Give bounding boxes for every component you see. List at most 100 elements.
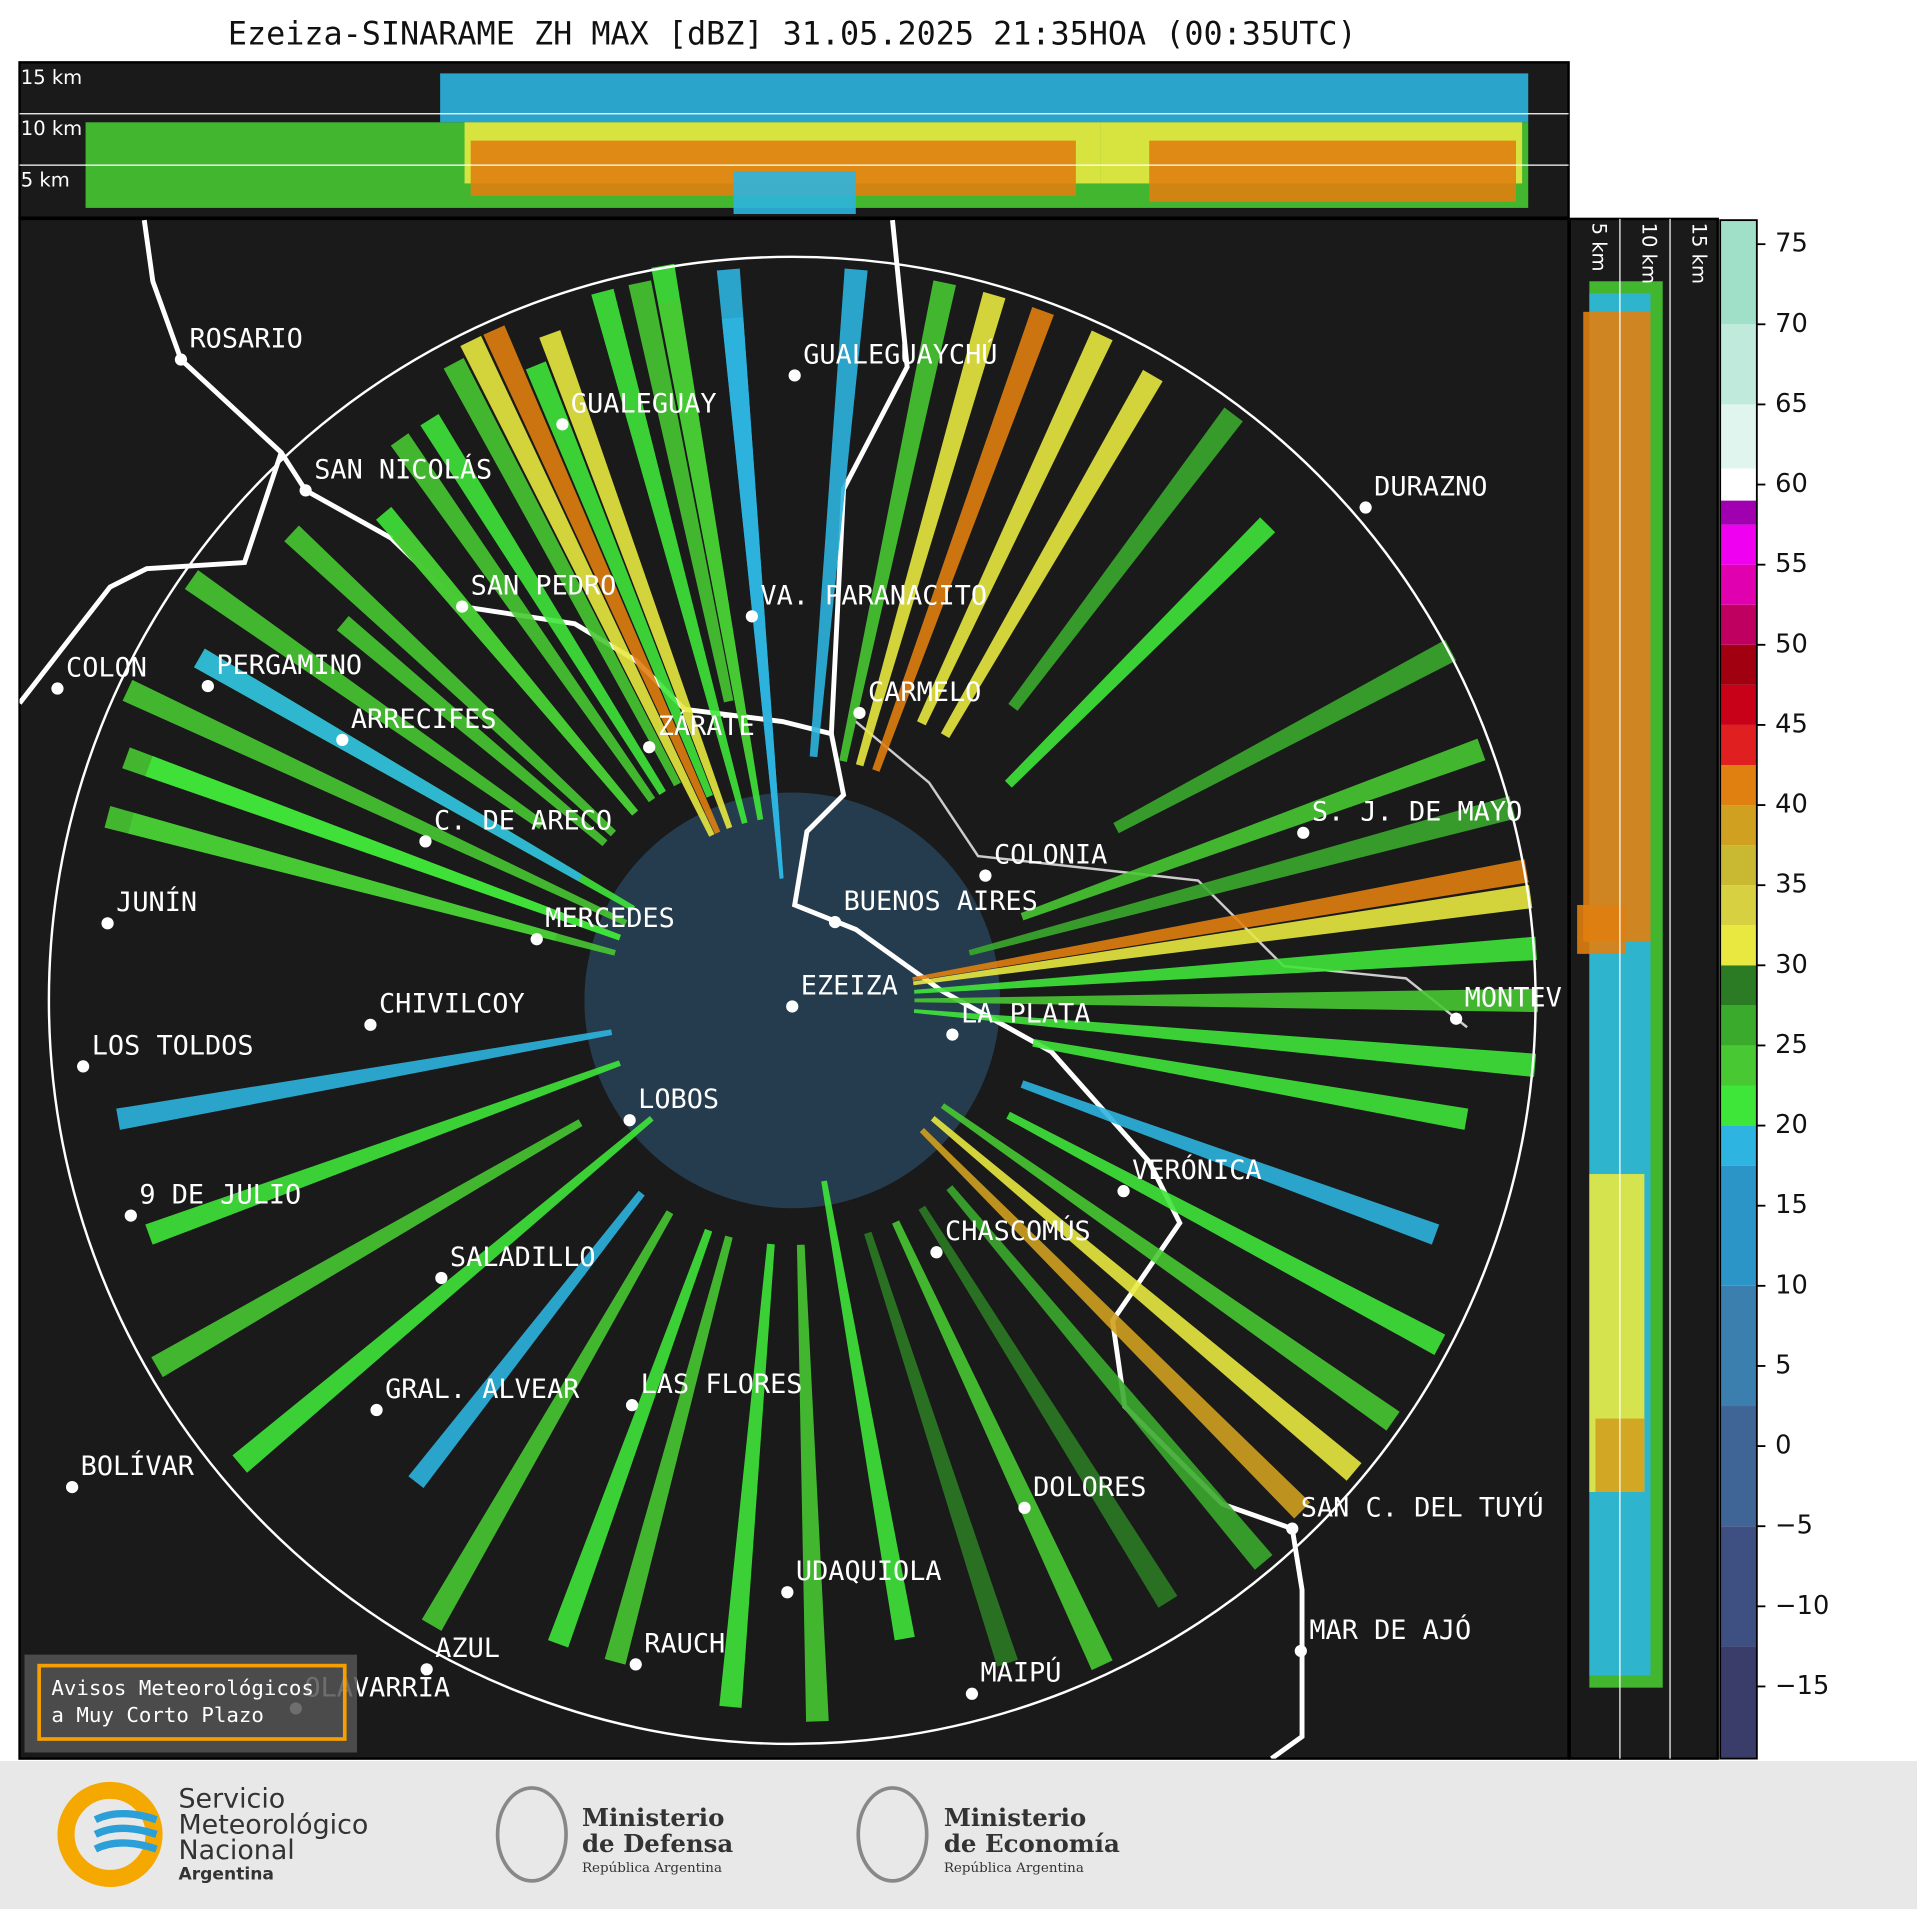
city-label: JUNÍN	[116, 886, 197, 918]
city-label: SALADILLO	[450, 1242, 596, 1273]
radar-echo	[443, 358, 681, 787]
city-dot	[979, 869, 992, 882]
colorbar-tick-label: 35	[1775, 870, 1808, 900]
economia-logo: Ministerio de Economía República Argenti…	[856, 1786, 1120, 1883]
radar-echo	[151, 1119, 583, 1378]
city-dot	[456, 600, 469, 613]
colorbar-tick-label: 75	[1775, 229, 1808, 259]
colorbar-bin	[1720, 764, 1757, 806]
city-label: ZÁRATE	[658, 710, 755, 742]
radar-echo	[1004, 517, 1276, 788]
city-label: CHIVILCOY	[379, 989, 525, 1020]
height-echo	[1583, 311, 1651, 942]
city-dot	[66, 1480, 79, 1494]
radar-echo	[946, 1185, 1273, 1570]
city-dot	[930, 1246, 943, 1259]
radar-echo	[809, 268, 868, 758]
colorbar-bin	[1720, 885, 1757, 926]
logo-text: de Economía	[944, 1829, 1120, 1858]
city-label: LOBOS	[638, 1084, 719, 1115]
city-label: LAS FLORES	[641, 1369, 803, 1400]
radar-echo	[658, 299, 754, 761]
city-dot	[623, 1114, 636, 1127]
city-dot	[1297, 826, 1310, 839]
city-label: MERCEDES	[545, 903, 675, 934]
colorbar-bin	[1720, 220, 1757, 325]
city-dot	[745, 610, 758, 623]
height-echo	[440, 73, 1529, 123]
colorbar-tick-label: −5	[1775, 1511, 1813, 1541]
radar-echo	[1032, 1039, 1469, 1130]
colorbar-bin	[1720, 1406, 1757, 1527]
city-label: SAN C. DEL TUYÚ	[1301, 1492, 1544, 1524]
city-dot	[556, 418, 569, 431]
city-label: ARRECIFES	[351, 704, 497, 735]
colorbar-frame	[1719, 219, 1758, 1760]
city-dot	[1018, 1501, 1031, 1514]
radar-echo	[912, 859, 1529, 982]
radar-echo	[940, 369, 1163, 739]
height-label: 10 km	[1638, 223, 1661, 284]
city-dot	[51, 682, 64, 695]
logo-text: Meteorológico	[178, 1809, 368, 1840]
city-label: RAUCH	[644, 1628, 725, 1659]
colorbar-bin	[1720, 324, 1757, 405]
radar-echo	[796, 1244, 829, 1722]
colorbar-tick-label: −10	[1775, 1591, 1829, 1621]
logo-text: Ministerio	[944, 1803, 1086, 1832]
colorbar-bin	[1720, 404, 1757, 469]
logo-emblem	[856, 1786, 929, 1883]
logo-text: de Defensa	[582, 1829, 733, 1858]
city-label: LA PLATA	[961, 999, 1091, 1030]
warning-box-bg[interactable]	[24, 1654, 357, 1753]
city-label: VERÓNICA	[1132, 1154, 1262, 1186]
city-label: GUALEGUAYCHÚ	[803, 338, 997, 370]
height-echo	[733, 171, 856, 215]
radar-echo	[145, 756, 621, 941]
radar-echo	[420, 413, 666, 796]
colorbar-tick-label: 5	[1775, 1350, 1791, 1380]
city-dot	[299, 484, 312, 497]
colorbar-tick-label: 40	[1775, 790, 1808, 820]
city-label: BOLÍVAR	[81, 1450, 195, 1482]
radar-echo	[821, 1180, 915, 1641]
logo-text: Ministerio	[582, 1803, 724, 1832]
title: Ezeiza-SINARAME ZH MAX [dBZ] 31.05.2025 …	[228, 15, 1357, 52]
city-dot	[946, 1028, 959, 1041]
colorbar-bin	[1720, 1005, 1757, 1046]
city-dot	[77, 1060, 90, 1073]
city-dot	[1117, 1185, 1130, 1198]
radar-echo	[918, 1205, 1178, 1608]
city-dot	[965, 1687, 979, 1700]
height-label: 15 km	[21, 66, 82, 89]
city-label: BUENOS AIRES	[844, 886, 1038, 917]
radar-echo	[914, 936, 1537, 994]
city-label: PERGAMINO	[216, 650, 362, 681]
city-label: GRAL. ALVEAR	[385, 1374, 580, 1405]
colorbar-bin	[1720, 468, 1757, 501]
city-dot	[435, 1271, 448, 1285]
city-dot	[1359, 501, 1372, 514]
radar-echo	[914, 988, 1538, 1013]
range-ring	[47, 255, 1537, 1746]
city-label: CARMELO	[868, 677, 981, 708]
radar-echo	[184, 570, 545, 829]
colorbar-bin	[1720, 684, 1757, 725]
colorbar-tick-label: 20	[1775, 1110, 1808, 1140]
radar-echo	[408, 1190, 645, 1489]
city-dot	[101, 917, 114, 930]
warning-box[interactable]	[37, 1663, 347, 1741]
colorbar-tick-label: 60	[1775, 469, 1808, 499]
height-echo	[1577, 904, 1627, 954]
radar-echo	[391, 525, 639, 816]
city-label: DOLORES	[1033, 1472, 1146, 1503]
city-dot	[336, 733, 349, 746]
radar-echo	[460, 335, 715, 837]
colorbar-bin	[1720, 524, 1757, 565]
logo-text: República Argentina	[582, 1861, 722, 1876]
radar-echo	[421, 1210, 674, 1631]
warning-text[interactable]: Avisos Meteorológicos	[51, 1676, 314, 1700]
warning-text[interactable]: a Muy Corto Plazo	[51, 1703, 264, 1727]
logo-text: Argentina	[178, 1865, 273, 1885]
city-dot	[419, 835, 432, 848]
